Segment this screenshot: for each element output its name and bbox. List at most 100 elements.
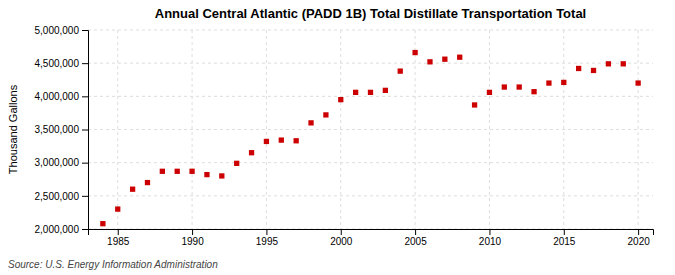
y-tick: 5,000,000 <box>35 25 89 36</box>
points <box>100 50 641 226</box>
point <box>204 172 209 177</box>
x-axis-line <box>89 230 654 236</box>
grid-line-y <box>88 96 653 97</box>
y-tick-label: 2,000,000 <box>35 224 80 235</box>
x-tick-label: 2005 <box>404 236 427 247</box>
point <box>472 102 477 107</box>
y-axis-title: Thousand Gallons <box>7 84 19 174</box>
y-tick-label: 3,500,000 <box>35 124 80 135</box>
point <box>546 80 551 85</box>
x-tick: 2010 <box>479 229 502 247</box>
x-tick-mark <box>266 229 267 235</box>
y-tick-mark <box>82 130 88 131</box>
y-tick-label: 4,000,000 <box>35 91 80 102</box>
point <box>368 90 373 95</box>
y-tick-mark <box>82 163 88 164</box>
point <box>383 88 388 93</box>
point <box>189 169 194 174</box>
source-note: Source: U.S. Energy Information Administ… <box>8 259 218 270</box>
point <box>294 138 299 143</box>
x-tick-mark <box>564 229 565 235</box>
point <box>591 68 596 73</box>
point <box>323 112 328 117</box>
x-tick-mark <box>192 229 193 235</box>
y-tick: 4,000,000 <box>35 91 89 102</box>
point <box>175 169 180 174</box>
grid-line-y <box>88 129 653 130</box>
grid-line-x <box>266 30 267 229</box>
grid-line-x <box>489 30 490 229</box>
x-tick-mark <box>489 229 490 235</box>
point <box>100 221 105 226</box>
x-tick: 1990 <box>181 229 204 247</box>
x-tick-label: 2020 <box>628 236 651 247</box>
point <box>502 84 507 89</box>
chart: 1985 1990 1995 2000 2005 2010 2015 2020 2,000,00… <box>0 0 675 275</box>
point <box>427 59 432 64</box>
x-tick: 2000 <box>330 229 353 247</box>
point <box>635 80 640 85</box>
point <box>531 89 536 94</box>
point <box>561 80 566 85</box>
point <box>249 150 254 155</box>
x-tick-label: 2010 <box>479 236 502 247</box>
point <box>517 84 522 89</box>
point <box>145 180 150 185</box>
y-tick-label: 3,000,000 <box>35 157 80 168</box>
grid-line-y <box>88 195 653 196</box>
x-tick: 1995 <box>256 229 279 247</box>
x-tick-mark <box>415 229 416 235</box>
y-tick-mark <box>82 63 88 64</box>
y-tick: 2,000,000 <box>35 224 89 235</box>
y-tick-mark <box>82 96 88 97</box>
y-tick: 3,500,000 <box>35 124 89 135</box>
point <box>457 55 462 60</box>
y-tick-mark <box>82 229 88 230</box>
point <box>398 68 403 73</box>
point <box>308 120 313 125</box>
x-tick: 2005 <box>404 229 427 247</box>
y-tick-label: 2,500,000 <box>35 191 80 202</box>
point <box>576 66 581 71</box>
title: Annual Central Atlantic (PADD 1B) Total … <box>155 6 586 21</box>
point <box>353 90 358 95</box>
point <box>279 137 284 142</box>
point <box>412 50 417 55</box>
x-tick-label: 1985 <box>107 236 130 247</box>
x-tick: 2020 <box>628 229 651 247</box>
point <box>606 61 611 66</box>
x-tick-mark <box>638 229 639 235</box>
y-tick: 4,500,000 <box>35 58 89 69</box>
x-tick-label: 2000 <box>330 236 353 247</box>
x-tick-mark <box>118 229 119 235</box>
x-axis: 1985 1990 1995 2000 2005 2010 2015 2020 <box>89 229 654 247</box>
point <box>487 90 492 95</box>
y-tick: 3,000,000 <box>35 157 89 168</box>
point <box>115 206 120 211</box>
y-axis-line <box>82 31 89 230</box>
x-tick-label: 1990 <box>181 236 204 247</box>
point <box>234 161 239 166</box>
point <box>338 97 343 102</box>
grid <box>88 30 653 229</box>
point <box>130 187 135 192</box>
y-tick-label: 5,000,000 <box>35 25 80 36</box>
point <box>219 173 224 178</box>
x-tick: 1985 <box>107 229 130 247</box>
x-tick-label: 2015 <box>553 236 576 247</box>
y-tick-mark <box>82 30 88 31</box>
y-tick-mark <box>82 196 88 197</box>
y-tick-label: 4,500,000 <box>35 58 80 69</box>
y-tick: 2,500,000 <box>35 191 89 202</box>
point <box>442 57 447 62</box>
x-tick-mark <box>341 229 342 235</box>
y-axis: 2,000,000 2,500,000 3,000,000 3,500,000 4,00… <box>35 25 89 235</box>
grid-line-x <box>638 30 639 229</box>
point <box>621 61 626 66</box>
grid-line-y <box>88 30 653 31</box>
point <box>264 139 269 144</box>
x-tick-label: 1995 <box>256 236 279 247</box>
grid-line-y <box>88 162 653 163</box>
x-tick: 2015 <box>553 229 576 247</box>
grid-line-y <box>88 63 653 64</box>
